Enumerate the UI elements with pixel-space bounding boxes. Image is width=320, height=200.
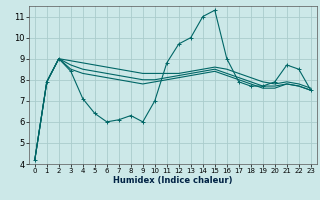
- X-axis label: Humidex (Indice chaleur): Humidex (Indice chaleur): [113, 176, 233, 185]
